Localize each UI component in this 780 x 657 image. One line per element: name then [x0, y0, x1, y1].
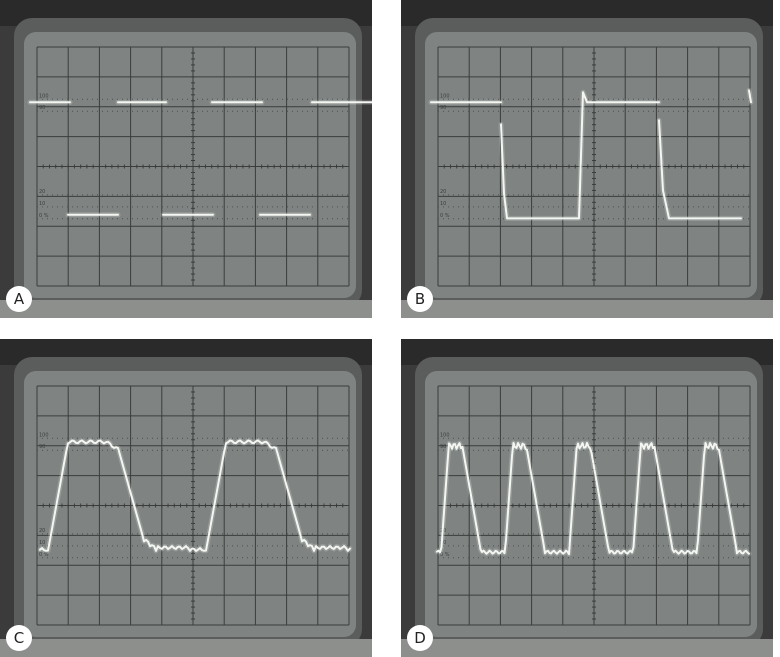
oscilloscope-panel-a: 100 90 20 10 0 % A: [0, 0, 372, 318]
graticule-label: 90: [440, 444, 446, 450]
crt-screen: [425, 371, 757, 637]
graticule-label: 20: [39, 189, 45, 195]
panel-label-a: A: [6, 286, 32, 312]
graticule-label: 90: [440, 105, 446, 111]
bezel-bottom: [0, 639, 372, 657]
graticule-label: 100: [440, 432, 450, 438]
scope-screen-c: 100 90 20 10 0 %: [0, 339, 372, 657]
waveform-trace: [500, 91, 660, 220]
crt-screen: [24, 32, 356, 298]
graticule-label: 90: [39, 105, 45, 111]
waveform-trace: [658, 119, 742, 220]
waveform-trace: [748, 89, 752, 104]
bezel-bottom: [401, 639, 773, 657]
bezel-bottom: [401, 300, 773, 318]
graticule: 100 90 20 10 0 %: [36, 46, 350, 287]
graticule-label: 100: [39, 93, 49, 99]
waveform-trace: [436, 441, 750, 556]
graticule-label: 0 %: [440, 213, 450, 219]
scope-screen-a: 100 90 20 10 0 %: [0, 0, 372, 318]
graticule-label: 100: [39, 432, 49, 438]
crt-screen: [425, 32, 757, 298]
graticule-label: 90: [39, 444, 45, 450]
graticule-label: 0 %: [440, 552, 450, 558]
graticule-label: 20: [39, 528, 45, 534]
waveform-trace: [39, 439, 351, 552]
graticule-label: 0 %: [39, 213, 49, 219]
graticule: 100 90 20 10 0 %: [437, 46, 751, 287]
graticule-label: 10: [39, 540, 45, 546]
graticule-label: 100: [440, 93, 450, 99]
panel-label-c: C: [6, 625, 32, 651]
graticule-label: 20: [440, 189, 446, 195]
oscilloscope-panel-d: 100 90 20 10 0 % D: [401, 339, 773, 657]
panel-label-d: D: [407, 625, 433, 651]
oscilloscope-panel-b: 100 90 20 10 0 % B: [401, 0, 773, 318]
crt-screen: [24, 371, 356, 637]
scope-screen-b: 100 90 20 10 0 %: [401, 0, 773, 318]
graticule-label: 0 %: [39, 552, 49, 558]
graticule-label: 10: [440, 540, 446, 546]
graticule-label: 10: [39, 201, 45, 207]
graticule-label: 10: [440, 201, 446, 207]
oscilloscope-panel-c: 100 90 20 10 0 % C: [0, 339, 372, 657]
bezel-bottom: [0, 300, 372, 318]
graticule: 100 90 20 10 0 %: [36, 385, 350, 626]
panel-label-b: B: [407, 286, 433, 312]
